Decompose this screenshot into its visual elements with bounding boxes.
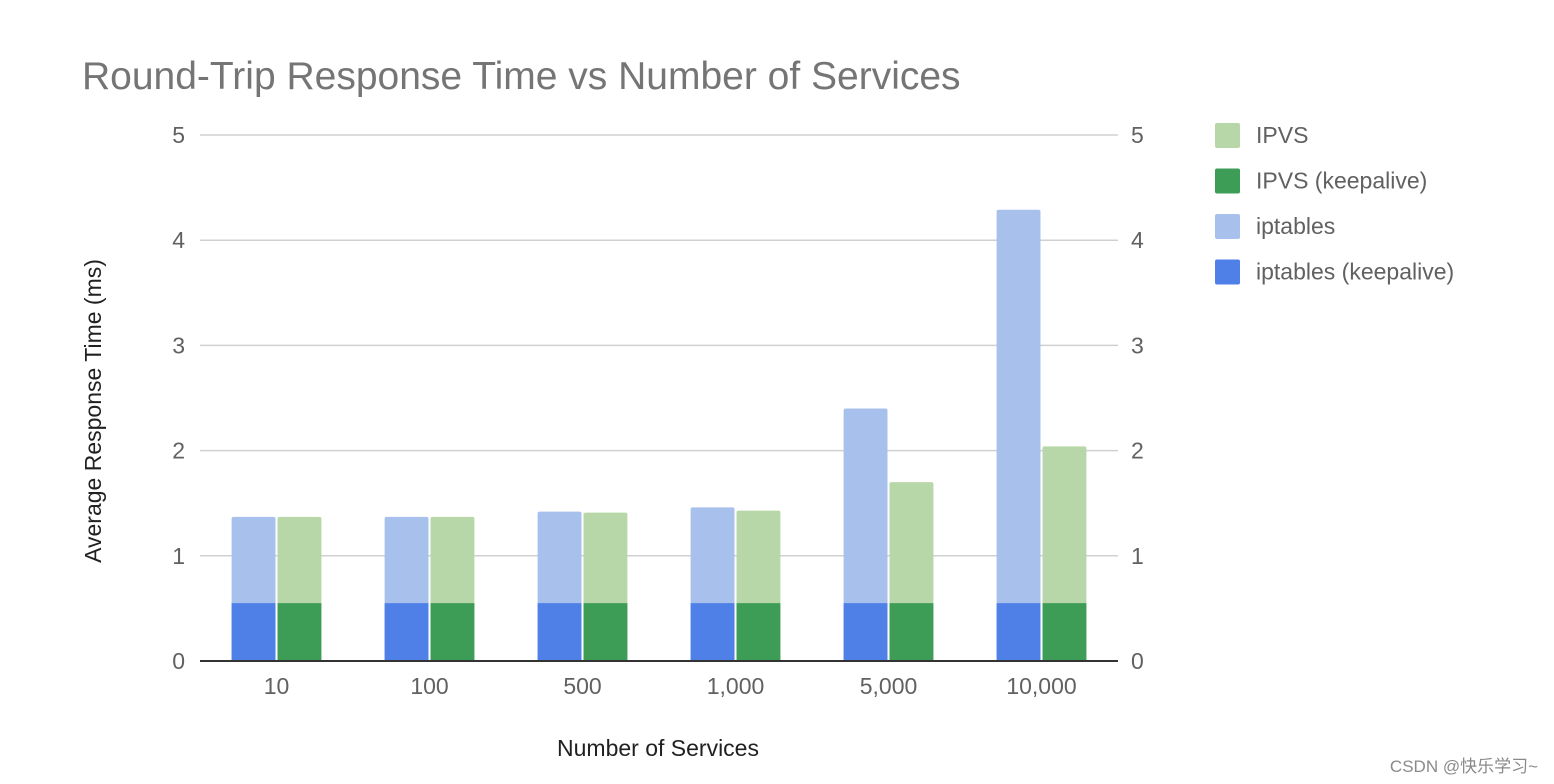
bar-iptables-keepalive-	[537, 603, 582, 661]
bar-iptables-keepalive-	[843, 603, 888, 661]
legend-label: iptables	[1256, 213, 1335, 239]
x-tick-label: 500	[563, 673, 601, 699]
y-tick-label-left: 4	[172, 227, 185, 253]
y-tick-label-right: 0	[1131, 648, 1144, 674]
legend-label: iptables (keepalive)	[1256, 259, 1454, 285]
bar-iptables	[843, 408, 888, 661]
y-tick-label-right: 5	[1131, 122, 1144, 148]
x-axis-ticks: 10 100 500 1,000 5,000 10,000	[264, 673, 1077, 699]
y-tick-label-right: 1	[1131, 543, 1144, 569]
bar-iptables	[996, 209, 1041, 661]
bar-iptables-keepalive-	[996, 603, 1041, 661]
legend-label: IPVS	[1256, 122, 1308, 148]
x-tick-label: 5,000	[860, 673, 918, 699]
y-axis-left-ticks: 0 1 2 3 4 5	[172, 122, 185, 674]
x-tick-label: 10,000	[1006, 673, 1076, 699]
bar-ipvs-keepalive-	[277, 603, 322, 661]
bar-marks	[231, 209, 1087, 661]
bar-iptables-keepalive-	[690, 603, 735, 661]
bar-ipvs-keepalive-	[583, 603, 628, 661]
x-axis-label: Number of Services	[557, 735, 759, 761]
legend-swatch	[1215, 123, 1240, 148]
bar-iptables-keepalive-	[384, 603, 429, 661]
bar-ipvs-keepalive-	[430, 603, 475, 661]
chart-title: Round-Trip Response Time vs Number of Se…	[82, 55, 961, 98]
y-tick-label-left: 2	[172, 438, 185, 464]
legend-label: IPVS (keepalive)	[1256, 168, 1427, 194]
bar-ipvs-keepalive-	[889, 603, 934, 661]
y-tick-label-right: 4	[1131, 227, 1144, 253]
legend: IPVS IPVS (keepalive) iptables iptables (ke…	[1215, 122, 1454, 285]
y-tick-label-left: 3	[172, 332, 185, 358]
y-axis-label: Average Response Time (ms)	[80, 259, 106, 563]
y-tick-label-left: 1	[172, 543, 185, 569]
x-tick-label: 100	[410, 673, 448, 699]
x-tick-label: 1,000	[707, 673, 765, 699]
bar-iptables-keepalive-	[231, 603, 276, 661]
watermark: CSDN @快乐学习~	[1390, 757, 1538, 776]
y-tick-label-right: 2	[1131, 438, 1144, 464]
y-tick-label-right: 3	[1131, 332, 1144, 358]
bar-ipvs-keepalive-	[736, 603, 781, 661]
y-tick-label-left: 0	[172, 648, 185, 674]
legend-swatch	[1215, 259, 1240, 285]
legend-swatch	[1215, 168, 1240, 194]
legend-swatch	[1215, 214, 1240, 239]
bar-ipvs-keepalive-	[1042, 603, 1087, 661]
y-tick-label-left: 5	[172, 122, 185, 148]
x-tick-label: 10	[264, 673, 290, 699]
grid-lines	[200, 134, 1118, 557]
y-axis-right-ticks: 0 1 2 3 4 5	[1131, 122, 1144, 674]
